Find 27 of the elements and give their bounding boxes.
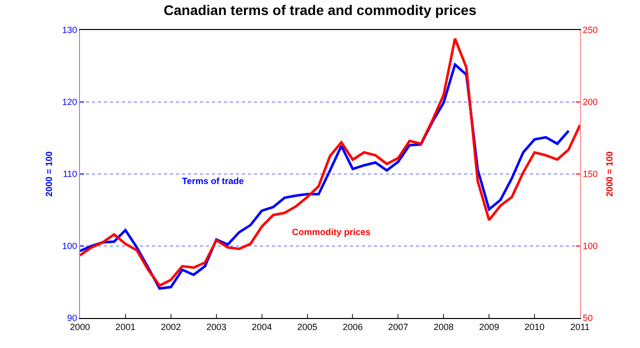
y2-tick-label: 150 [582,169,598,180]
y-tick-label: 100 [62,241,78,252]
y2-tick-label: 50 [582,313,593,324]
x-tick-label: 2003 [206,322,226,332]
chart-title: Canadian terms of trade and commodity prices [164,2,477,18]
y2-tick-label: 200 [582,97,598,108]
x-tick-label: 2009 [479,322,500,332]
x-tick-label: 2008 [434,322,454,332]
y2-tick-label: 250 [582,25,598,36]
x-tick-label: 2001 [115,322,136,332]
x-tick-label: 2000 [70,322,90,332]
x-tick-label: 2007 [388,322,408,332]
y2-tick-label: 100 [582,241,598,252]
x-tick-label: 2005 [297,322,318,332]
y-tick-label: 120 [62,97,78,108]
x-tick-label: 2010 [524,322,545,332]
series-label: Commodity prices [292,227,371,237]
y-tick-label: 110 [62,169,78,180]
y-axis-title: 2000 = 100 [44,151,54,197]
y-tick-label: 130 [62,25,78,36]
text: Terms of trade [182,176,244,186]
x-tick-label: 2006 [342,322,363,332]
x-tick-label: 2011 [570,322,590,332]
y-tick-label: 90 [67,313,78,324]
y2-axis-title: 2000 = 100 [604,151,614,197]
x-tick-label: 2004 [252,322,272,332]
x-tick-label: 2002 [160,322,181,332]
